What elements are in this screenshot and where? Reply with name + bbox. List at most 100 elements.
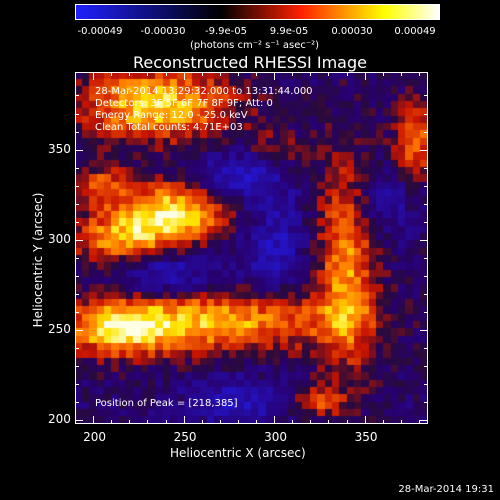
- x-minor-tick: [237, 420, 239, 424]
- y-tick-label: 300: [48, 231, 71, 246]
- y-tick-mark: [75, 149, 83, 151]
- x-minor-tick: [219, 72, 221, 76]
- y-minor-tick: [424, 366, 428, 368]
- y-minor-tick: [424, 257, 428, 259]
- x-axis-label: Heliocentric X (arcsec): [170, 446, 306, 460]
- x-minor-tick: [418, 420, 420, 424]
- heatmap: [75, 72, 428, 424]
- y-minor-tick: [424, 384, 428, 386]
- x-tick-mark: [364, 72, 366, 80]
- y-minor-tick: [424, 402, 428, 404]
- x-minor-tick: [274, 72, 276, 76]
- y-tick-mark: [75, 239, 83, 241]
- y-tick-label: 250: [48, 322, 71, 337]
- y-minor-tick: [75, 221, 79, 223]
- x-minor-tick: [400, 72, 402, 76]
- y-tick-label: 350: [48, 141, 71, 156]
- x-tick-label: 300: [264, 430, 288, 444]
- y-minor-tick: [75, 149, 79, 151]
- x-minor-tick: [346, 72, 348, 76]
- x-minor-tick: [418, 72, 420, 76]
- colorbar-tick-label: -0.00049: [77, 26, 123, 37]
- y-minor-tick: [75, 239, 79, 241]
- y-minor-tick: [424, 312, 428, 314]
- y-minor-tick: [424, 149, 428, 151]
- x-minor-tick: [256, 72, 258, 76]
- y-minor-tick: [424, 420, 428, 422]
- y-minor-tick: [424, 239, 428, 241]
- y-minor-tick: [424, 185, 428, 187]
- y-minor-tick: [75, 366, 79, 368]
- x-minor-tick: [183, 72, 185, 76]
- x-minor-tick: [183, 420, 185, 424]
- y-minor-tick: [424, 294, 428, 296]
- x-minor-tick: [111, 72, 113, 76]
- y-minor-tick: [75, 131, 79, 133]
- x-tick-label: 250: [173, 430, 197, 444]
- x-tick-mark: [93, 72, 95, 80]
- y-minor-tick: [424, 203, 428, 205]
- x-minor-tick: [364, 72, 366, 76]
- y-minor-tick: [75, 420, 79, 422]
- y-minor-tick: [75, 330, 79, 332]
- y-tick-mark: [75, 330, 83, 332]
- y-minor-tick: [424, 221, 428, 223]
- colorbar-tick-label: -0.00030: [140, 26, 186, 37]
- y-minor-tick: [75, 275, 79, 277]
- y-minor-tick: [424, 95, 428, 97]
- x-minor-tick: [129, 72, 131, 76]
- x-minor-tick: [219, 420, 221, 424]
- y-axis-label: Heliocentric Y (arcsec): [31, 192, 45, 328]
- y-minor-tick: [424, 131, 428, 133]
- y-tick-label: 200: [48, 412, 71, 427]
- colorbar: [75, 4, 440, 20]
- x-tick-mark: [183, 72, 185, 80]
- y-minor-tick: [75, 95, 79, 97]
- x-minor-tick: [165, 72, 167, 76]
- x-minor-tick: [93, 420, 95, 424]
- peak-position: Position of Peak = [218,385]: [95, 398, 238, 409]
- y-minor-tick: [424, 348, 428, 350]
- plot-frame: [75, 72, 428, 424]
- x-minor-tick: [382, 420, 384, 424]
- info-energy: Energy Range: 12.0 - 25.0 keV: [95, 110, 248, 121]
- x-minor-tick: [346, 420, 348, 424]
- x-minor-tick: [328, 72, 330, 76]
- x-minor-tick: [111, 420, 113, 424]
- x-tick-label: 200: [83, 430, 106, 444]
- x-minor-tick: [93, 72, 95, 76]
- colorbar-tick-label: 0.00049: [394, 26, 436, 37]
- x-tick-mark: [274, 72, 276, 80]
- x-minor-tick: [165, 420, 167, 424]
- x-minor-tick: [292, 420, 294, 424]
- y-minor-tick: [424, 167, 428, 169]
- y-minor-tick: [75, 384, 79, 386]
- y-minor-tick: [75, 203, 79, 205]
- info-time: 28-Mar-2014 13:29:32.000 to 13:31:44.000: [95, 86, 313, 97]
- x-minor-tick: [400, 420, 402, 424]
- colorbar-units: (photons cm⁻² s⁻¹ asec⁻²): [190, 40, 320, 51]
- x-minor-tick: [274, 420, 276, 424]
- plot-area: 28-Mar-2014 13:29:32.000 to 13:31:44.000…: [75, 72, 428, 424]
- x-minor-tick: [328, 420, 330, 424]
- y-minor-tick: [424, 275, 428, 277]
- plot-title: Reconstructed RHESSI Image: [133, 53, 367, 72]
- y-minor-tick: [75, 402, 79, 404]
- y-tick-mark: [75, 420, 83, 422]
- y-minor-tick: [75, 113, 79, 115]
- x-minor-tick: [201, 420, 203, 424]
- x-minor-tick: [147, 72, 149, 76]
- y-minor-tick: [75, 257, 79, 259]
- y-minor-tick: [75, 167, 79, 169]
- timestamp: 28-Mar-2014 19:31: [398, 484, 494, 495]
- x-minor-tick: [147, 420, 149, 424]
- colorbar-tick-label: 9.9e-05: [269, 26, 309, 37]
- x-minor-tick: [292, 72, 294, 76]
- x-minor-tick: [310, 420, 312, 424]
- info-clean: Clean Total counts: 4.71E+03: [95, 122, 243, 133]
- x-minor-tick: [382, 72, 384, 76]
- y-minor-tick: [75, 348, 79, 350]
- y-minor-tick: [424, 330, 428, 332]
- y-minor-tick: [75, 185, 79, 187]
- x-tick-label: 350: [354, 430, 378, 444]
